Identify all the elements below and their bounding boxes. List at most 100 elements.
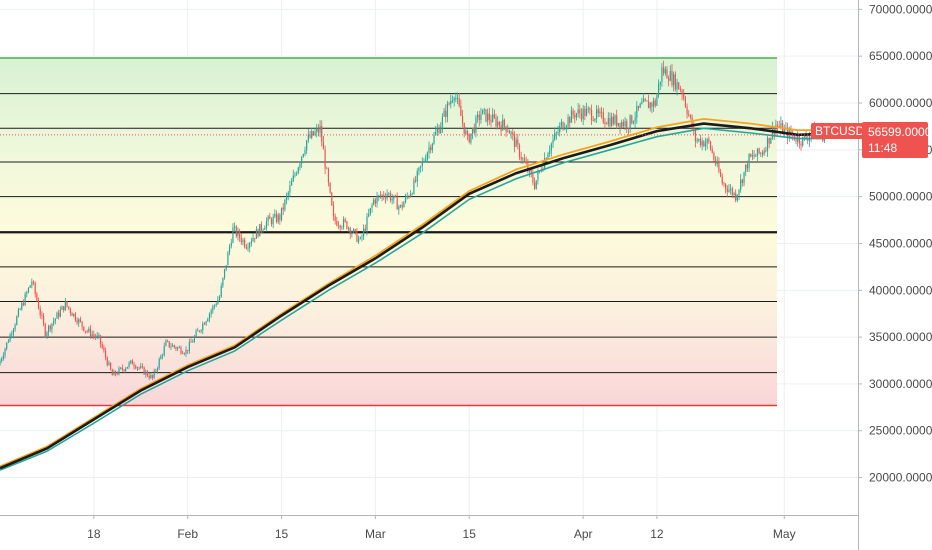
candle-body-up: [140, 366, 142, 368]
candle-body-down: [239, 230, 241, 238]
candle-body-up: [73, 313, 75, 316]
candle-body-down: [463, 122, 465, 134]
candle-body-up: [599, 111, 601, 114]
candle-body-down: [616, 115, 618, 126]
candle-body-up: [158, 359, 160, 369]
candle-body-down: [354, 229, 356, 231]
moving-average-slow-line: [0, 127, 825, 471]
candle-body-up: [661, 67, 663, 82]
candle-body-down: [592, 120, 594, 121]
candle-body-up: [207, 318, 209, 322]
candle-body-down: [569, 117, 571, 123]
candle-body-up: [770, 137, 772, 144]
candle-body-down: [505, 126, 507, 132]
candle-body-up: [673, 74, 675, 85]
candle-body-up: [736, 195, 738, 201]
candle-body-down: [746, 164, 748, 169]
candle-body-down: [612, 116, 614, 124]
candle-body-up: [435, 131, 437, 136]
candle-body-up: [634, 117, 636, 122]
candle-body-up: [433, 135, 435, 144]
candle-body-up: [128, 362, 130, 367]
candle-body-up: [487, 113, 489, 122]
candle-body-down: [498, 121, 500, 126]
candle-body-down: [155, 370, 157, 372]
candle-body-up: [125, 368, 127, 371]
candle-body-up: [358, 238, 360, 242]
candle-body-down: [731, 188, 733, 195]
candle-body-down: [84, 330, 87, 332]
y-tick-label: 25000.0000: [869, 424, 932, 438]
candle-body-up: [587, 108, 589, 110]
candle-body-down: [364, 228, 366, 231]
candle-body-down: [396, 196, 398, 210]
candle-body-up: [274, 213, 276, 217]
candle-body-up: [706, 139, 708, 144]
candle-body-up: [96, 335, 98, 338]
candle-body-up: [567, 117, 569, 127]
candle-body-up: [470, 133, 472, 143]
candle-body-down: [83, 326, 85, 331]
candle-body-up: [361, 236, 363, 238]
y-tick-label: 65000.0000: [869, 49, 932, 63]
candle-body-down: [719, 171, 722, 177]
candle-body-up: [359, 237, 361, 239]
candle-body-down: [131, 360, 133, 365]
candle-body-down: [626, 121, 628, 129]
candle-body-down: [326, 168, 328, 169]
candle-body-up: [728, 189, 730, 192]
candle-body-up: [218, 296, 221, 300]
candle-body-up: [614, 115, 616, 124]
candle-body-down: [795, 139, 797, 142]
candle-body-up: [369, 207, 371, 214]
candle-body-down: [668, 78, 670, 81]
candle-body-down: [254, 237, 256, 239]
candle-body-down: [631, 115, 633, 124]
candle-body-up: [160, 355, 162, 360]
candle-body-up: [649, 102, 651, 109]
candle-body-up: [212, 306, 214, 311]
candle-body-up: [307, 134, 309, 141]
y-tick-label: 35000.0000: [869, 330, 932, 344]
candle-body-up: [716, 161, 718, 165]
candle-body-down: [36, 293, 38, 301]
candle-body-up: [771, 127, 774, 138]
candle-body-down: [485, 109, 487, 122]
candle-body-up: [153, 370, 155, 378]
candle-body-up: [280, 207, 283, 220]
candle-body-up: [234, 226, 236, 228]
candle-body-down: [356, 230, 358, 242]
candle-body-up: [197, 330, 199, 332]
candle-body-down: [115, 371, 117, 375]
candle-body-up: [217, 299, 219, 305]
candle-body-up: [565, 126, 568, 129]
candle-body-down: [332, 205, 335, 217]
candle-body-up: [423, 161, 425, 163]
candle-body-down: [590, 109, 593, 121]
candle-body-up: [550, 143, 552, 151]
candle-body-down: [768, 137, 770, 144]
candle-body-up: [172, 345, 174, 347]
candle-body-up: [657, 84, 660, 95]
candle-body-down: [374, 199, 376, 204]
candle-body-up: [6, 342, 8, 349]
candle-body-down: [190, 341, 192, 343]
candle-body-up: [247, 247, 249, 249]
x-tick-label: 12: [650, 527, 664, 541]
candle-body-down: [723, 183, 725, 185]
candle-body-up: [413, 180, 415, 194]
candle-body-up: [200, 330, 202, 332]
candle-body-up: [766, 137, 769, 152]
candle-body-down: [94, 335, 97, 338]
candle-body-down: [383, 194, 385, 198]
candle-body-down: [527, 163, 529, 172]
candle-body-up: [371, 204, 373, 208]
candle-body-down: [530, 169, 532, 175]
candle-body-up: [88, 328, 90, 332]
y-tick-label: 50000.0000: [869, 190, 932, 204]
candle-body-down: [478, 114, 480, 120]
candle-body-down: [123, 369, 125, 371]
candle-body-up: [228, 246, 231, 253]
